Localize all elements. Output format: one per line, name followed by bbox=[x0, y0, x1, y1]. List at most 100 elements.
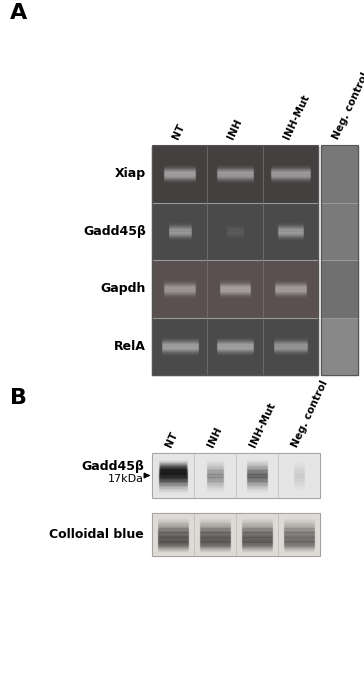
Bar bbox=[242, 535, 272, 536]
Bar bbox=[247, 461, 267, 462]
Bar bbox=[294, 471, 304, 472]
Bar bbox=[284, 520, 314, 521]
Bar bbox=[200, 541, 230, 542]
Bar bbox=[158, 522, 188, 523]
Text: Gadd45β: Gadd45β bbox=[81, 460, 144, 473]
Bar bbox=[159, 462, 187, 463]
Bar bbox=[200, 524, 230, 525]
Bar bbox=[159, 461, 187, 462]
Bar bbox=[247, 479, 267, 480]
Text: B: B bbox=[10, 388, 27, 408]
Bar bbox=[152, 318, 318, 374]
Bar bbox=[294, 460, 304, 461]
Bar bbox=[242, 521, 272, 522]
Bar bbox=[294, 463, 304, 464]
Bar bbox=[159, 484, 187, 485]
Text: INH: INH bbox=[206, 425, 224, 449]
Bar bbox=[158, 524, 188, 525]
Bar bbox=[207, 476, 223, 477]
Text: Neg. control: Neg. control bbox=[290, 378, 330, 449]
Bar bbox=[159, 474, 187, 475]
Bar bbox=[294, 491, 304, 492]
Bar bbox=[294, 464, 304, 465]
Bar bbox=[200, 544, 230, 545]
Bar bbox=[242, 524, 272, 525]
Bar bbox=[242, 548, 272, 549]
Bar bbox=[152, 513, 320, 556]
Bar bbox=[284, 522, 314, 523]
Bar bbox=[158, 520, 188, 521]
Bar bbox=[247, 463, 267, 464]
Bar bbox=[284, 531, 314, 532]
Bar bbox=[242, 533, 272, 534]
Bar bbox=[294, 489, 304, 490]
Bar bbox=[200, 546, 230, 547]
Bar bbox=[284, 530, 314, 531]
Text: Gapdh: Gapdh bbox=[100, 282, 146, 295]
Bar bbox=[294, 462, 304, 463]
Bar bbox=[200, 549, 230, 550]
Bar bbox=[200, 529, 230, 530]
Bar bbox=[284, 541, 314, 542]
Bar bbox=[159, 471, 187, 472]
Bar bbox=[200, 519, 230, 520]
Bar bbox=[242, 540, 272, 541]
Bar bbox=[159, 482, 187, 483]
Bar bbox=[294, 477, 304, 478]
Bar bbox=[247, 474, 267, 475]
Bar bbox=[159, 469, 187, 470]
Bar bbox=[207, 465, 223, 466]
Bar bbox=[158, 532, 188, 533]
Bar bbox=[159, 479, 187, 480]
Text: INH-Mut: INH-Mut bbox=[248, 401, 277, 449]
Bar bbox=[284, 548, 314, 549]
Bar bbox=[207, 484, 223, 485]
Bar bbox=[158, 540, 188, 541]
Bar bbox=[152, 261, 318, 317]
Bar bbox=[159, 476, 187, 477]
Bar bbox=[294, 479, 304, 480]
Bar bbox=[294, 473, 304, 474]
Bar bbox=[294, 466, 304, 467]
Bar bbox=[247, 491, 267, 492]
Bar bbox=[152, 145, 318, 375]
Bar bbox=[159, 481, 187, 482]
Bar bbox=[159, 480, 187, 481]
Bar bbox=[247, 482, 267, 483]
Bar bbox=[159, 460, 187, 461]
Bar bbox=[247, 469, 267, 470]
Bar bbox=[159, 464, 187, 465]
Bar bbox=[294, 485, 304, 486]
Bar bbox=[207, 461, 223, 462]
Bar bbox=[284, 550, 314, 551]
Bar bbox=[284, 535, 314, 536]
Text: INH: INH bbox=[226, 118, 244, 141]
Text: RelA: RelA bbox=[114, 340, 146, 353]
Bar bbox=[207, 471, 223, 472]
Bar bbox=[284, 527, 314, 528]
Bar bbox=[207, 479, 223, 480]
Bar bbox=[284, 540, 314, 541]
Bar bbox=[242, 520, 272, 521]
Bar bbox=[158, 521, 188, 522]
Bar bbox=[294, 478, 304, 479]
Bar bbox=[242, 523, 272, 524]
Bar bbox=[207, 469, 223, 470]
Bar bbox=[200, 534, 230, 535]
Bar bbox=[242, 522, 272, 523]
Bar bbox=[247, 478, 267, 479]
Bar bbox=[200, 537, 230, 538]
Bar bbox=[247, 465, 267, 466]
Bar bbox=[207, 478, 223, 479]
Bar bbox=[242, 539, 272, 540]
Text: Colloidal blue: Colloidal blue bbox=[49, 528, 144, 541]
Bar bbox=[200, 532, 230, 533]
Bar bbox=[284, 519, 314, 520]
Bar bbox=[242, 538, 272, 539]
Bar bbox=[247, 485, 267, 486]
Bar bbox=[247, 487, 267, 488]
Bar bbox=[200, 527, 230, 528]
Bar bbox=[200, 520, 230, 521]
Bar bbox=[294, 468, 304, 469]
Bar bbox=[207, 464, 223, 465]
